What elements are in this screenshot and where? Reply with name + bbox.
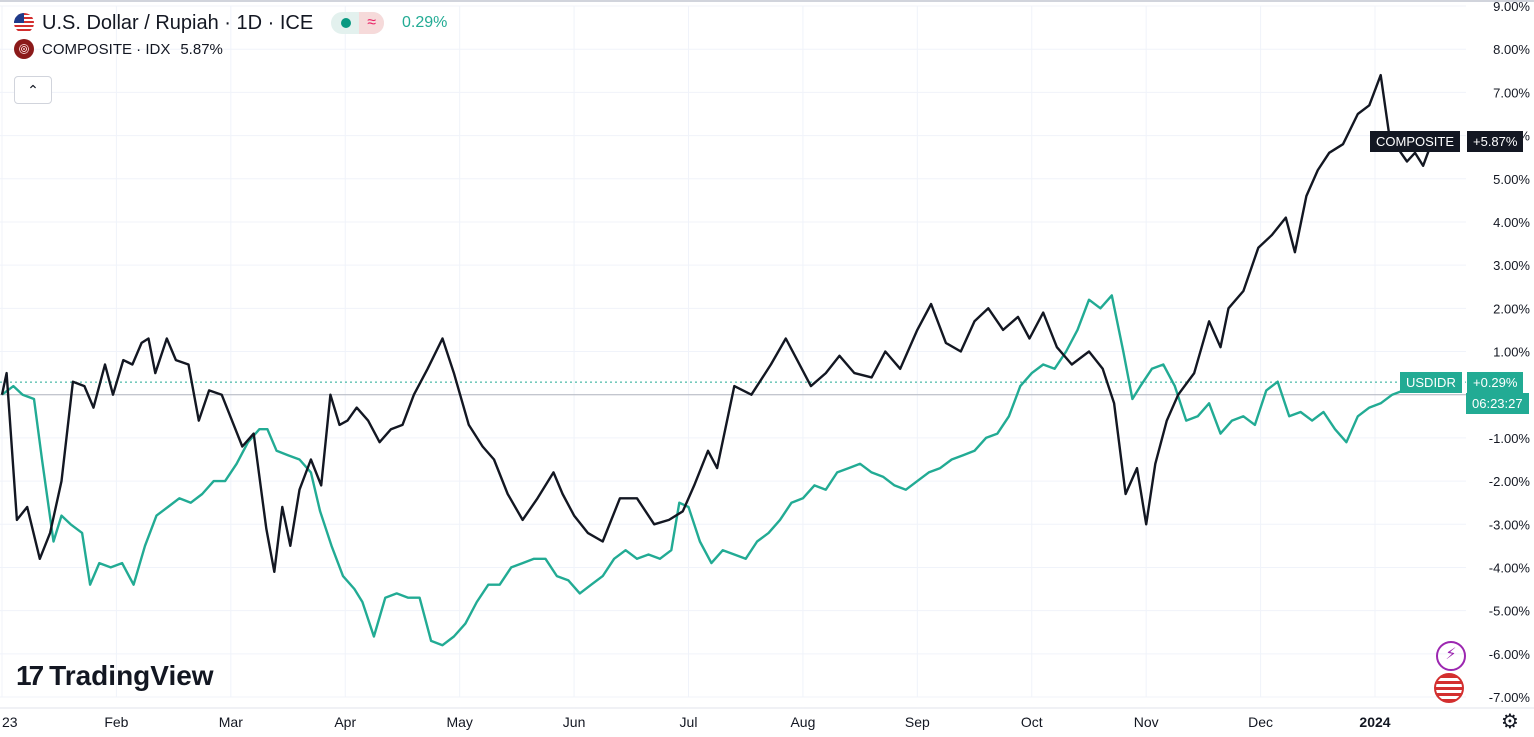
tradingview-logo[interactable]: 17 TradingView — [16, 660, 214, 692]
composite-index-icon — [14, 39, 34, 59]
main-symbol-row[interactable]: U.S. Dollar / Rupiah · 1D · ICE ≈ 0.29% — [14, 10, 447, 36]
market-open-icon — [341, 18, 352, 28]
countdown-tag: 06:23:27 — [1466, 393, 1529, 414]
compare-symbol-row[interactable]: COMPOSITE · IDX 5.87% — [14, 36, 447, 62]
x-tick-label: Nov — [1134, 714, 1159, 730]
compare-symbol-change: 5.87% — [180, 40, 223, 58]
x-axis[interactable]: 23 Feb Mar Apr May Jun Jul Aug Sep Oct Nov Dec 2024 — [0, 707, 1534, 730]
x-tick-label: Aug — [790, 714, 815, 730]
tradingview-mark-icon: 17 — [16, 660, 44, 691]
usd-tag-value: +0.29% — [1473, 375, 1518, 390]
composite-tag-label: COMPOSITE — [1376, 134, 1455, 149]
top-border — [0, 0, 1534, 2]
settings-gear-icon[interactable]: ⚙ — [1501, 711, 1519, 733]
x-tick-label: 23 — [2, 714, 18, 730]
y-tick-label: 4.00% — [1493, 215, 1530, 230]
series-line-usdidr — [1, 294, 1416, 647]
y-tick-label: -3.00% — [1489, 517, 1531, 532]
chart-grid — [0, 5, 1466, 698]
y-tick-label: 3.00% — [1493, 258, 1530, 273]
y-tick-label: -2.00% — [1489, 474, 1531, 489]
wave-icon: ≈ — [359, 12, 384, 34]
series-line-composite — [0, 73, 1434, 573]
usd-value-tag: +0.29% — [1466, 372, 1524, 393]
chart-legend: U.S. Dollar / Rupiah · 1D · ICE ≈ 0.29% … — [14, 10, 447, 62]
compare-symbol-name[interactable]: COMPOSITE · IDX — [42, 40, 171, 58]
y-tick-label: 9.00% — [1493, 0, 1530, 14]
x-tick-label: Sep — [905, 714, 930, 730]
x-tick-label: Oct — [1021, 714, 1043, 730]
y-axis[interactable]: 9.00%8.00%7.00%6.00%5.00%4.00%3.00%2.00%… — [1489, 0, 1531, 705]
x-tick-label: Mar — [219, 714, 243, 730]
main-symbol-change: 0.29% — [401, 14, 448, 31]
x-tick-label: May — [446, 714, 472, 730]
y-tick-label: -4.00% — [1489, 560, 1531, 575]
y-tick-label: -5.00% — [1489, 604, 1531, 619]
y-tick-label: 7.00% — [1493, 85, 1530, 100]
us-flag-icon — [14, 13, 34, 33]
y-tick-label: -6.00% — [1489, 647, 1531, 662]
y-tick-label: -7.00% — [1489, 690, 1531, 705]
x-tick-label: Feb — [104, 714, 128, 730]
usd-price-tag[interactable]: USDIDR — [1400, 372, 1462, 393]
x-tick-label: Jul — [680, 714, 698, 730]
lightning-icon[interactable]: ⚡ — [1436, 641, 1466, 671]
composite-price-tag[interactable]: COMPOSITE — [1370, 131, 1461, 152]
x-tick-label: Apr — [334, 714, 356, 730]
composite-value-tag: +5.87% — [1466, 131, 1524, 152]
x-tick-label: 2024 — [1359, 714, 1390, 730]
flag-badge-icon[interactable] — [1434, 673, 1464, 703]
x-tick-label: Jun — [563, 714, 586, 730]
y-tick-label: 1.00% — [1493, 345, 1530, 360]
y-tick-label: 2.00% — [1493, 301, 1530, 316]
composite-tag-value: +5.87% — [1473, 134, 1518, 149]
y-tick-label: 5.00% — [1493, 172, 1530, 187]
y-tick-label: -1.00% — [1489, 431, 1531, 446]
usd-tag-label: USDIDR — [1406, 375, 1456, 390]
main-symbol-title[interactable]: U.S. Dollar / Rupiah · 1D · ICE — [42, 11, 314, 34]
y-tick-label: 8.00% — [1493, 42, 1530, 57]
series-lines — [0, 73, 1434, 647]
x-tick-label: Dec — [1248, 714, 1273, 730]
collapse-legend-button[interactable]: ⌃ — [14, 76, 52, 104]
countdown-value: 06:23:27 — [1472, 396, 1523, 411]
tradingview-wordmark: TradingView — [49, 660, 214, 691]
market-status-pill[interactable]: ≈ — [331, 12, 384, 34]
